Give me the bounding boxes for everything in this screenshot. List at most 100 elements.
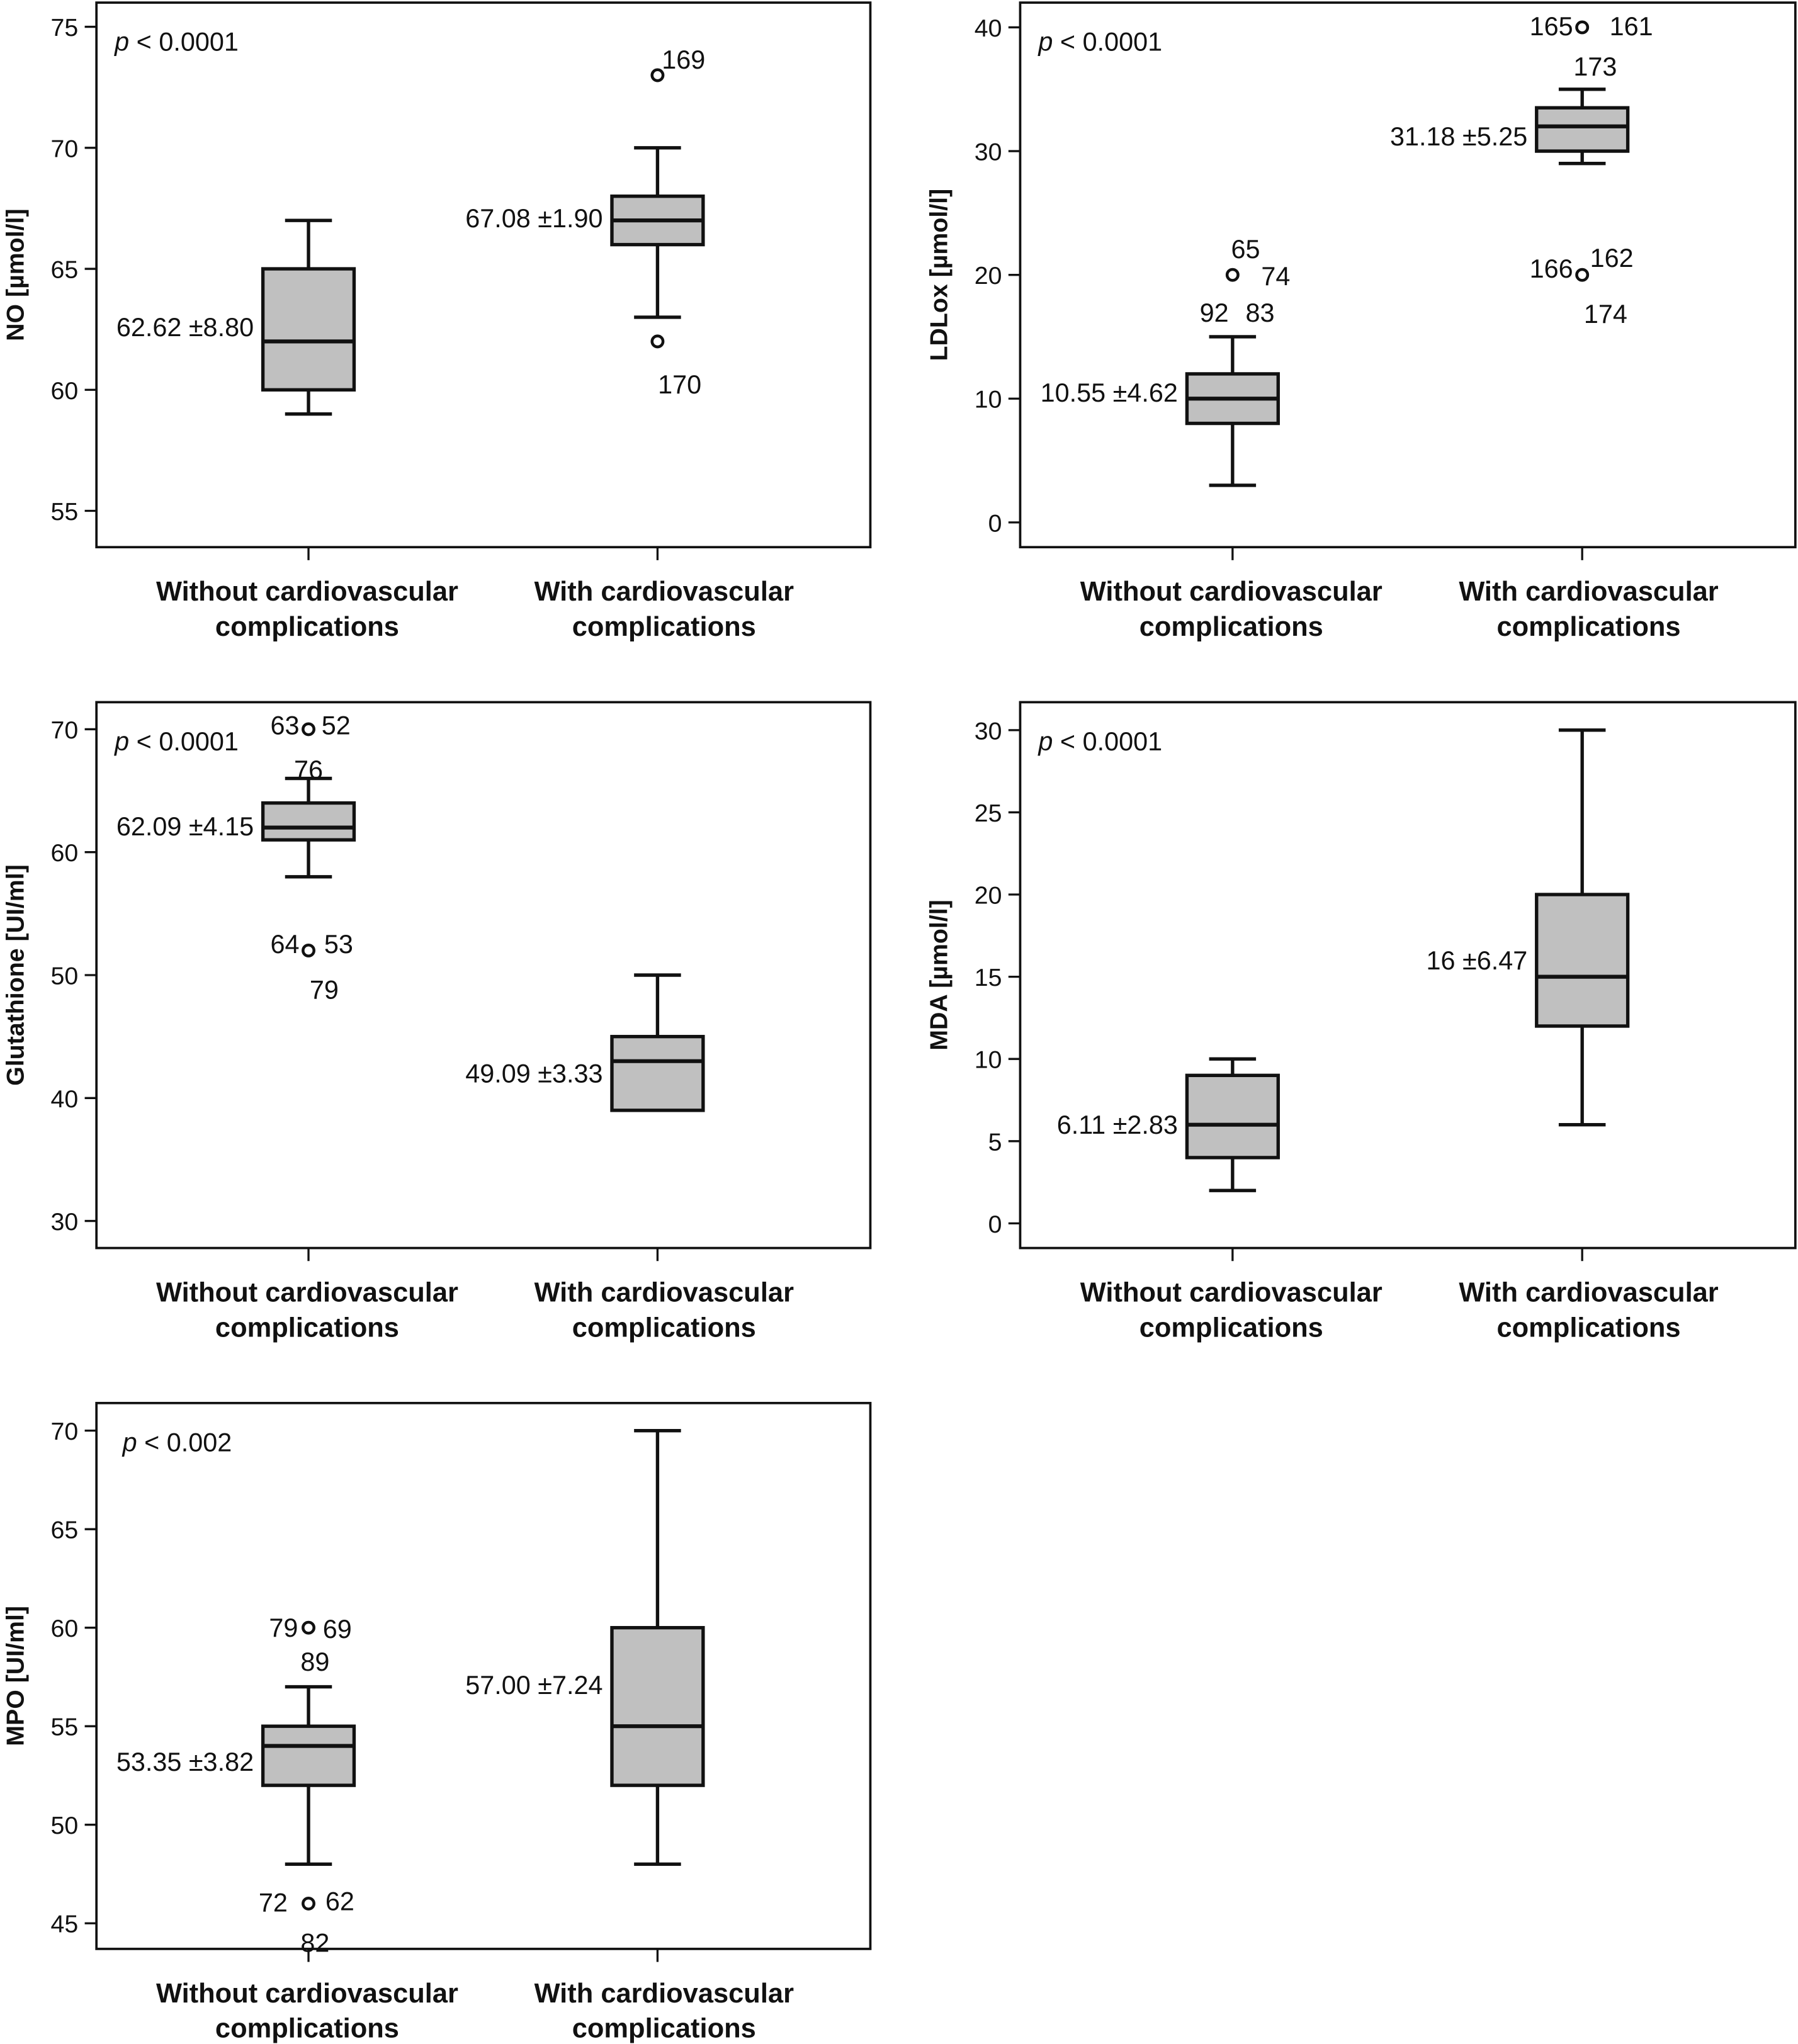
x-category-label: Without cardiovascular complications [156, 577, 458, 642]
p-value-annotation: p < 0.0001 [1037, 727, 1162, 756]
y-tick-label: 40 [975, 14, 1002, 42]
outlier-case-label: 52 [322, 711, 351, 740]
y-tick-label: 70 [51, 1418, 79, 1445]
y-tick-label: 55 [51, 1714, 79, 1741]
y-tick-label: 10 [975, 1046, 1002, 1074]
y-tick-label: 60 [51, 839, 79, 867]
panel-3: 30 40 50 60 70 Glutathione [UI/ml] p < 0.0001 W… [1, 701, 872, 1343]
outlier-point [1225, 268, 1240, 282]
plot-frame [95, 1, 872, 549]
outlier-point [650, 334, 665, 349]
mean-sd-label: 10.55 ±4.62 [1041, 378, 1178, 407]
iqr-box [261, 1724, 356, 1787]
y-axis-label: NO [µmol/l] [1, 208, 29, 341]
y-tick-label: 30 [975, 138, 1002, 166]
y-tick-label: 45 [51, 1911, 79, 1938]
outlier-case-label: 74 [1261, 262, 1290, 291]
outlier-point [302, 1896, 315, 1911]
y-tick-label: 5 [988, 1128, 1002, 1156]
outlier-case-label: 72 [259, 1888, 288, 1917]
panel-4: 0 5 10 15 20 25 30 MDA [µmol/l] p < 0.0001 Withou… [925, 701, 1797, 1343]
x-category-label: With cardiovascular complications [534, 1979, 794, 2044]
outlier-point [302, 1620, 315, 1635]
outlier-case-label: 79 [269, 1613, 298, 1642]
iqr-box [610, 1625, 705, 1787]
x-category-label: Without cardiovascular complications [156, 1277, 458, 1343]
outlier-case-label: 162 [1590, 244, 1634, 273]
box-group-1: 53.35 ±3.82 79 69 89 72 62 82 [116, 1613, 356, 1958]
y-tick-label: 50 [51, 1812, 79, 1839]
panel-1: 55 60 65 70 75 NO [µmol/l] p < 0.0001 Without c… [1, 1, 872, 642]
y-tick-label: 0 [988, 1211, 1002, 1238]
iqr-box [261, 267, 356, 392]
outlier-case-label: 83 [1246, 298, 1275, 327]
y-tick-label: 65 [51, 256, 79, 284]
outlier-case-label: 53 [324, 930, 353, 959]
panel-2: 0 10 20 30 40 LDLox [µmol/l] p < 0.0001 Without… [925, 1, 1797, 642]
plot-frame [95, 701, 872, 1250]
outlier-point [302, 722, 315, 737]
outlier-point [650, 68, 665, 82]
box-group-2: 67.08 ±1.90 169 170 [465, 45, 705, 399]
y-tick-label: 0 [988, 509, 1002, 537]
p-value-annotation: p < 0.0001 [113, 727, 239, 756]
p-value-annotation: p < 0.0001 [1037, 28, 1162, 57]
outlier-case-label: 65 [1231, 235, 1260, 264]
y-tick-label: 55 [51, 498, 79, 526]
box-group-1: 62.62 ±8.80 [116, 218, 356, 416]
x-category-label: With cardiovascular complications [534, 577, 794, 642]
p-value-annotation: p < 0.0001 [113, 28, 239, 57]
mean-sd-label: 16 ±6.47 [1426, 946, 1527, 975]
y-tick-label: 60 [51, 1615, 79, 1642]
outlier-case-label: 166 [1530, 254, 1573, 283]
outlier-point [1575, 268, 1590, 282]
y-axis-label: MPO [UI/ml] [1, 1606, 29, 1746]
outlier-case-label: 69 [323, 1615, 352, 1644]
outlier-case-label: 92 [1200, 298, 1229, 327]
outlier-point [302, 943, 315, 957]
y-tick-label: 70 [51, 135, 79, 162]
y-tick-label: 40 [51, 1085, 79, 1113]
x-category-label: With cardiovascular complications [1459, 577, 1718, 642]
box-group-2: 57.00 ±7.24 [465, 1428, 705, 1866]
mean-sd-label: 67.08 ±1.90 [465, 204, 602, 233]
mean-sd-label: 53.35 ±3.82 [116, 1748, 254, 1776]
outlier-case-label: 170 [658, 370, 701, 399]
box-group-2: 31.18 ±5.25 165 161 173 166 162 174 [1390, 12, 1653, 329]
x-category-label: With cardiovascular complications [534, 1277, 794, 1343]
mean-sd-label: 31.18 ±5.25 [1390, 122, 1527, 151]
x-category-label: Without cardiovascular complications [1080, 577, 1382, 642]
box-group-2: 16 ±6.47 [1426, 728, 1630, 1127]
y-axis-label: MDA [µmol/l] [925, 900, 953, 1050]
y-tick-label: 50 [51, 962, 79, 990]
mean-sd-label: 62.09 ±4.15 [116, 812, 254, 841]
x-category-label: Without cardiovascular complications [1080, 1277, 1382, 1343]
y-axis-label: Glutathione [UI/ml] [1, 864, 29, 1085]
plot-frame [1019, 1, 1797, 549]
y-tick-label: 75 [51, 14, 79, 42]
outlier-case-label: 82 [300, 1929, 329, 1958]
y-axis-label: LDLox [µmol/l] [925, 189, 953, 361]
outlier-case-label: 64 [271, 930, 300, 959]
outlier-case-label: 62 [325, 1887, 354, 1916]
y-tick-label: 20 [975, 262, 1002, 290]
iqr-box [610, 1034, 705, 1112]
y-tick-label: 20 [975, 882, 1002, 910]
box-group-2: 49.09 ±3.33 [465, 973, 705, 1112]
x-category-label: With cardiovascular complications [1459, 1277, 1718, 1343]
outlier-case-label: 174 [1584, 300, 1627, 329]
y-tick-label: 70 [51, 716, 79, 744]
outlier-case-label: 76 [294, 755, 323, 784]
iqr-box [261, 801, 356, 842]
outlier-case-label: 89 [300, 1647, 329, 1676]
y-tick-label: 60 [51, 377, 79, 405]
y-tick-label: 65 [51, 1516, 79, 1544]
y-tick-label: 15 [975, 964, 1002, 991]
iqr-box [1535, 893, 1630, 1028]
plot-frame [95, 1401, 872, 1950]
panel-5: 45 50 55 60 65 70 MPO [UI/ml] p < 0.002 Without … [1, 1401, 872, 2044]
iqr-box [1535, 106, 1630, 153]
outlier-case-label: 173 [1573, 52, 1617, 81]
